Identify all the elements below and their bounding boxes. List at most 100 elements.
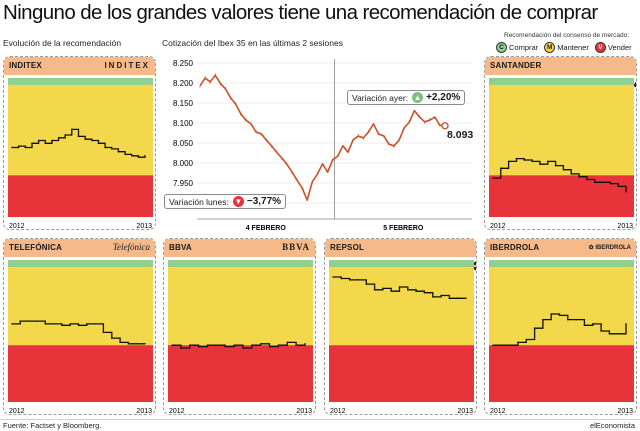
recommendation-point [97,142,100,145]
tick-label: 2013 [457,408,473,415]
ibex-point [240,114,242,116]
recommendation-point [500,167,502,170]
band-buy [489,78,634,85]
ibex-point [372,124,375,126]
callout-variacion-ayer: Variación ayer: ▲ +2,20% [347,90,466,105]
ibex-point [265,138,267,140]
band-sell [8,345,153,402]
recommendation-point [69,323,71,325]
inditex-logo: INDITEX [104,61,150,70]
telefonica-logo: Telefónica [112,242,150,252]
band-buy [8,260,153,268]
legend: Recomendación del consenso de mercado: C… [496,32,640,53]
recommendation-point [517,341,519,344]
recommendation-point [575,318,577,321]
ibex-point [434,117,436,119]
recommendation-point [44,142,46,145]
recommendation-point [64,134,66,136]
recommendation-point [242,347,244,349]
recommendation-point [365,283,367,285]
recommendation-point [558,314,561,317]
recommendation-point [440,294,442,297]
band-sell [489,345,634,402]
ibex-point [357,134,359,136]
ibex-point [199,86,201,88]
recommendation-point [578,175,580,178]
recommendation-point [91,139,93,142]
telefonica-chart: 2012 2013 [8,260,153,414]
band-hold [168,267,313,346]
buy-badge-icon: C [496,42,507,53]
recommendation-point [492,344,494,346]
recommendation-point [625,191,627,193]
recommendation-point [525,338,527,341]
ibex-last-point [441,122,449,130]
recommendation-point [94,323,96,325]
recommendation-point [533,327,536,329]
panel-header [325,239,476,257]
recommendation-point [340,277,343,280]
recommendation-point [570,173,572,175]
recommendation-point [197,345,200,348]
recommendation-point [36,320,38,322]
recommendation-point [492,177,494,179]
subtitle-ibex: Cotización del Ibex 35 en las últimas 2 … [162,38,343,48]
recommendation-point [456,297,459,300]
tick-label: 2012 [490,408,506,415]
recommendation-point [144,155,146,157]
recommendation-point [562,169,565,171]
panel-header [164,239,315,257]
band-sell [168,345,313,402]
ibex-point [347,150,349,152]
recommendation-point [304,343,306,345]
ibex-point [403,128,405,130]
tick-label: 2013 [136,223,152,230]
recommendation-point [259,343,262,345]
recommendation-point [539,163,541,165]
recommendation-point [583,324,586,327]
recommendation-point [465,297,467,300]
ibex-point [378,132,380,134]
recommendation-point [124,153,126,156]
recommendation-line [172,341,306,349]
ibex-point [362,138,364,140]
callout-label: Variación ayer: [352,92,409,103]
company-name: INDITEX [9,61,42,70]
recommendation-point [398,286,401,288]
recommendation-point [137,156,140,158]
recommendation-point [27,320,30,322]
ibex-point [250,124,252,126]
ibex-point [337,154,339,156]
panel-bbva: BBVA BBVA 2012 2013 [163,238,316,415]
recommendation-point [51,139,53,142]
recommendation-point [515,157,518,160]
recommendation-point [542,318,544,321]
recommendation-point [277,344,280,346]
recommendation-point [224,345,226,348]
tick-label: 2012 [330,408,346,415]
band-sell [329,345,474,402]
recommendation-point [104,146,106,149]
tick-label: 2012 [169,408,185,415]
band-sell [489,175,634,217]
recommendation-point [251,344,253,346]
sell-badge-icon: V [594,42,606,53]
recommendation-point [17,145,20,147]
recommendation-point [415,290,417,292]
recommendation-point [609,182,612,185]
recommendation-point [180,347,182,349]
y-tick-label: 8.200 [173,79,194,88]
legend-item-sell: V Vender [594,42,632,53]
panel-header [4,239,155,257]
ibex-point [383,136,385,138]
panel-header [485,57,636,75]
ibex-point [270,146,273,148]
tick-label: 2012 [490,223,506,230]
repsol-chart: 2012 2013 [329,260,474,415]
iberdrola-chart: 2012 2013 [489,260,634,415]
recommendation-point [423,291,426,294]
band-buy [329,260,474,268]
recommendation-point [111,337,113,339]
recommendation-point [500,344,503,346]
legend-item-buy: C Comprar [496,42,538,53]
